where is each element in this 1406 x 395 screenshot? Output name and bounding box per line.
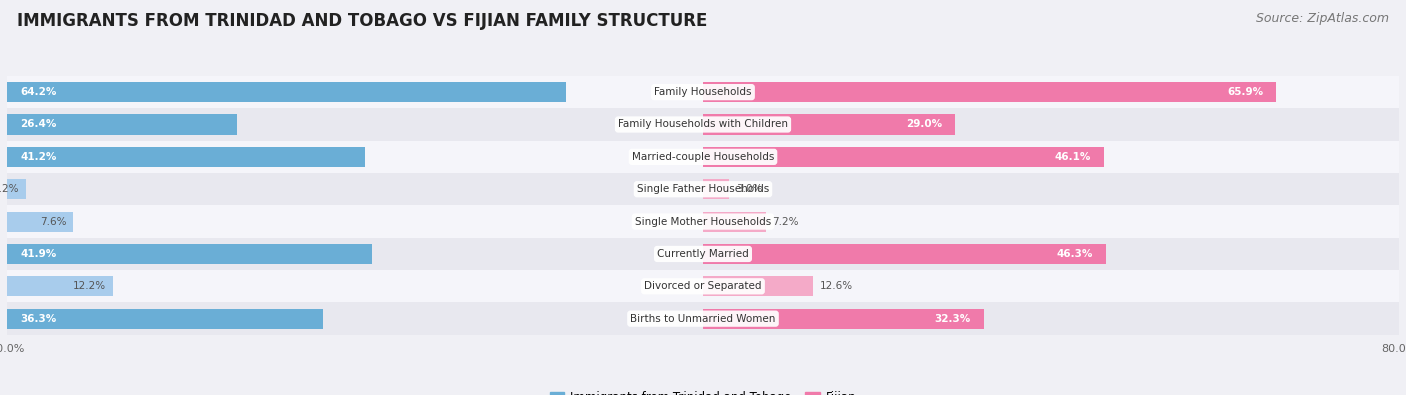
Bar — [703, 147, 1104, 167]
Bar — [7, 212, 73, 231]
Bar — [7, 141, 1399, 173]
Bar — [7, 270, 1399, 303]
Bar — [703, 179, 730, 199]
Text: Divorced or Separated: Divorced or Separated — [644, 281, 762, 291]
Text: 7.2%: 7.2% — [773, 216, 799, 227]
Text: 12.2%: 12.2% — [73, 281, 107, 291]
Bar — [7, 82, 565, 102]
Bar — [7, 238, 1399, 270]
Text: IMMIGRANTS FROM TRINIDAD AND TOBAGO VS FIJIAN FAMILY STRUCTURE: IMMIGRANTS FROM TRINIDAD AND TOBAGO VS F… — [17, 12, 707, 30]
Text: 12.6%: 12.6% — [820, 281, 852, 291]
Text: 46.3%: 46.3% — [1056, 249, 1092, 259]
Text: Source: ZipAtlas.com: Source: ZipAtlas.com — [1256, 12, 1389, 25]
Text: 36.3%: 36.3% — [20, 314, 56, 324]
Bar — [7, 76, 1399, 108]
Text: 3.0%: 3.0% — [737, 184, 762, 194]
Text: Currently Married: Currently Married — [657, 249, 749, 259]
Legend: Immigrants from Trinidad and Tobago, Fijian: Immigrants from Trinidad and Tobago, Fij… — [546, 387, 860, 395]
Text: 65.9%: 65.9% — [1227, 87, 1263, 97]
Text: Single Father Households: Single Father Households — [637, 184, 769, 194]
Text: Births to Unmarried Women: Births to Unmarried Women — [630, 314, 776, 324]
Text: 2.2%: 2.2% — [0, 184, 20, 194]
Text: 41.9%: 41.9% — [20, 249, 56, 259]
Text: Married-couple Households: Married-couple Households — [631, 152, 775, 162]
Text: Family Households with Children: Family Households with Children — [619, 120, 787, 130]
Bar — [7, 308, 323, 329]
Bar — [703, 212, 766, 231]
Bar — [7, 205, 1399, 238]
Bar — [703, 276, 813, 296]
Text: 46.1%: 46.1% — [1054, 152, 1091, 162]
Text: 41.2%: 41.2% — [20, 152, 56, 162]
Bar — [7, 303, 1399, 335]
Bar — [7, 244, 371, 264]
Bar — [703, 244, 1105, 264]
Bar — [703, 308, 984, 329]
Text: 29.0%: 29.0% — [905, 120, 942, 130]
Text: Family Households: Family Households — [654, 87, 752, 97]
Text: 7.6%: 7.6% — [39, 216, 66, 227]
Text: Single Mother Households: Single Mother Households — [636, 216, 770, 227]
Text: 26.4%: 26.4% — [20, 120, 56, 130]
Bar — [7, 147, 366, 167]
Bar — [703, 82, 1277, 102]
Bar — [7, 115, 236, 135]
Bar — [7, 276, 112, 296]
Bar — [7, 173, 1399, 205]
Bar — [7, 179, 27, 199]
Text: 64.2%: 64.2% — [20, 87, 56, 97]
Text: 32.3%: 32.3% — [935, 314, 972, 324]
Bar — [703, 115, 955, 135]
Bar — [7, 108, 1399, 141]
